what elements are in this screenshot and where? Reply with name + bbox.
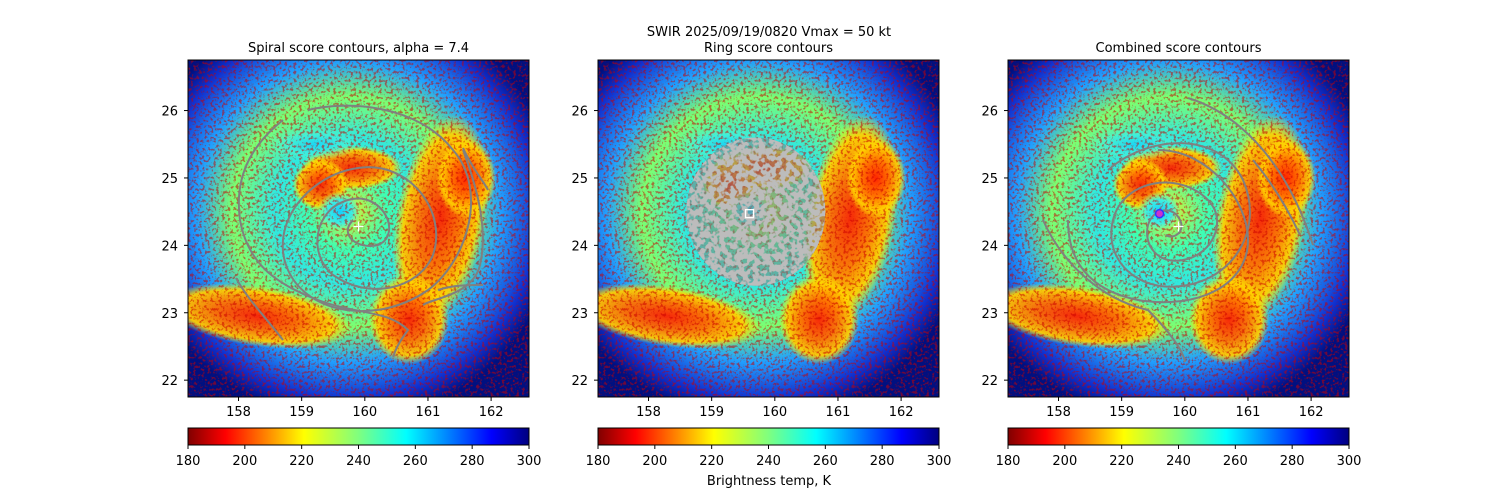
combined-contour (1067, 149, 1250, 304)
colorbar-tick-label: 220 (289, 454, 314, 469)
colorbar-tick-label: 200 (1052, 454, 1077, 469)
spiral-panel: Spiral score contours, alpha = 7.4 158 159… (161, 41, 530, 420)
y-tick-label: 26 (161, 105, 178, 120)
spiral-contour (281, 104, 473, 312)
axes-frame (1007, 59, 1350, 398)
x-tick-label: 161 (416, 405, 441, 420)
x-tick-label: 159 (1109, 405, 1134, 420)
colorbar-tick-label: 300 (1337, 454, 1362, 469)
spiral-contour (422, 149, 484, 306)
brightness-image (1008, 60, 1349, 397)
y-tick-label: 23 (981, 307, 998, 322)
colorbar-tick-label: 220 (699, 454, 724, 469)
combined-panel: Combined score contours 158 159 160 161 162 22… (981, 41, 1350, 420)
y-tick-label: 24 (161, 239, 178, 254)
combined-contour (1042, 219, 1186, 363)
combined-contour (1187, 97, 1314, 246)
x-tick-label: 160 (352, 405, 377, 420)
colorbar-tick-label: 200 (642, 454, 667, 469)
combined-contour (1252, 159, 1301, 236)
y-tick-label: 26 (571, 105, 588, 120)
y-tick-label: 22 (161, 374, 178, 389)
ring-score-contours (686, 137, 826, 286)
x-tick-label: 161 (1236, 405, 1261, 420)
colorbar-ring: 180 200 220 240 260 280 300 (586, 427, 952, 469)
colorbar-tick-label: 280 (1280, 454, 1305, 469)
x-tick-label: 162 (479, 405, 504, 420)
y-tick-label: 23 (161, 307, 178, 322)
spiral-contour (235, 277, 284, 341)
colorbar-tick-label: 240 (756, 454, 781, 469)
ring-center-marker (744, 209, 755, 219)
colorbar-tick-label: 300 (927, 454, 952, 469)
ring-panel: Ring score contours 158 159 160 161 162 22 23 24… (571, 41, 940, 420)
colorbar-tick-label: 200 (232, 454, 257, 469)
panel-title: Combined score contours (1096, 41, 1262, 56)
colorbar-tick-label: 300 (517, 454, 542, 469)
x-tick-label: 160 (762, 405, 787, 420)
colorbar-tick-label: 220 (1109, 454, 1134, 469)
x-tick-label: 159 (699, 405, 724, 420)
center-plus-marker (353, 221, 364, 232)
y-tick-label: 24 (981, 239, 998, 254)
colorbar-tick-label: 280 (870, 454, 895, 469)
colorbar-tick-label: 240 (1166, 454, 1191, 469)
y-tick-label: 23 (571, 307, 588, 322)
colorbar-label: Brightness temp, K (707, 474, 832, 489)
colorbar-tick-label: 180 (176, 454, 201, 469)
colorbar-tick-label: 260 (1223, 454, 1248, 469)
colorbar-gradient (1007, 427, 1350, 446)
combined-center-marker (1154, 208, 1165, 219)
panel-title: Ring score contours (704, 41, 833, 56)
colorbar-gradient (597, 427, 940, 446)
x-tick-label: 161 (826, 405, 851, 420)
x-tick-label: 158 (636, 405, 661, 420)
colorbar-tick-label: 240 (346, 454, 371, 469)
y-tick-label: 24 (571, 239, 588, 254)
x-tick-label: 158 (226, 405, 251, 420)
y-tick-label: 26 (981, 105, 998, 120)
panel-title: Spiral score contours, alpha = 7.4 (248, 41, 469, 56)
colorbar-gradient (187, 427, 530, 446)
axes-frame (187, 59, 530, 398)
brightness-image (188, 60, 529, 397)
colorbar-spiral: 180 200 220 240 260 280 300 (176, 427, 542, 469)
colorbar-tick-label: 180 (996, 454, 1021, 469)
colorbar-tick-label: 280 (460, 454, 485, 469)
combined-contour (1107, 142, 1251, 288)
colorbar-tick-label: 180 (586, 454, 611, 469)
colorbar-tick-label: 260 (813, 454, 838, 469)
spiral-contour (237, 119, 410, 360)
y-tick-label: 22 (571, 374, 588, 389)
axes-frame (597, 59, 940, 398)
spiral-contour (437, 284, 484, 291)
x-tick-label: 159 (289, 405, 314, 420)
y-tick-label: 25 (161, 172, 178, 187)
suptitle: SWIR 2025/09/19/0820 Vmax = 50 kt (647, 25, 891, 40)
x-tick-label: 158 (1046, 405, 1071, 420)
y-tick-label: 22 (981, 374, 998, 389)
x-tick-label: 162 (889, 405, 914, 420)
colorbar-tick-label: 260 (403, 454, 428, 469)
x-tick-label: 162 (1299, 405, 1324, 420)
center-plus-marker (1173, 221, 1184, 232)
y-tick-label: 25 (571, 172, 588, 187)
y-tick-label: 25 (981, 172, 998, 187)
colorbar-combined: 180 200 220 240 260 280 300 (996, 427, 1362, 469)
x-tick-label: 160 (1172, 405, 1197, 420)
spiral-contour (462, 147, 489, 191)
